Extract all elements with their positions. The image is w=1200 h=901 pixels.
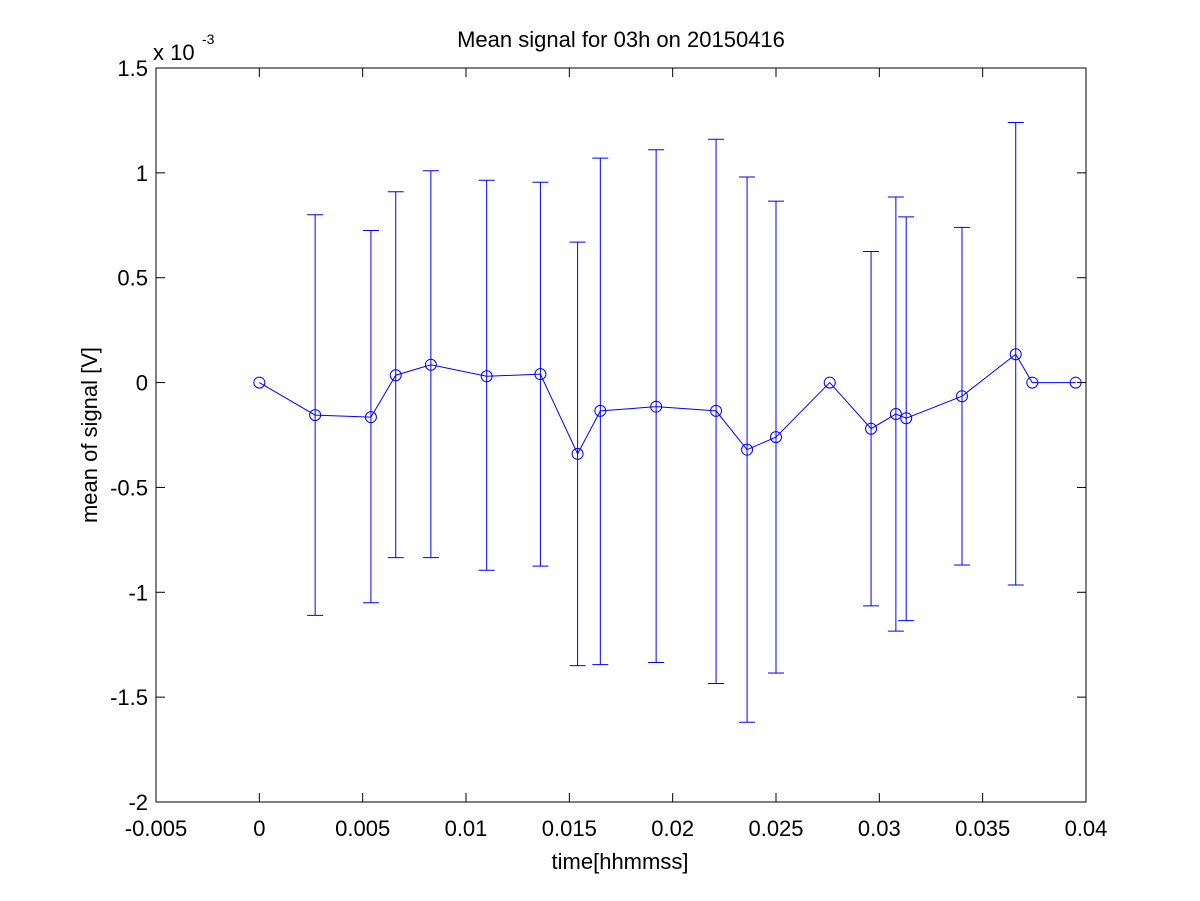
series-line bbox=[259, 353, 1076, 455]
data-point-marker bbox=[865, 422, 878, 435]
x-tick-label: 0.025 bbox=[748, 816, 803, 841]
data-point-marker bbox=[956, 390, 968, 403]
x-tick-label: 0 bbox=[253, 816, 265, 841]
data-point-marker bbox=[571, 447, 584, 460]
y-tick-label: -1 bbox=[128, 580, 148, 605]
y-tick-label: 0 bbox=[136, 371, 148, 396]
plot-area bbox=[155, 67, 1087, 803]
y-axis-ticks: -2 -1.5 -1 -0.5 0 0.5 1 1.5 bbox=[110, 56, 1086, 815]
x-tick-label: 0.015 bbox=[542, 816, 597, 841]
y-tick-label: -0.5 bbox=[110, 475, 148, 500]
x-tick-label: 0.03 bbox=[858, 816, 901, 841]
data-point-marker bbox=[480, 370, 493, 383]
data-point-marker bbox=[389, 369, 402, 382]
y-tick-label: 1 bbox=[136, 161, 148, 186]
y-tick-label: 1.5 bbox=[117, 56, 148, 81]
y-tick-label: -2 bbox=[128, 790, 148, 815]
data-point-marker bbox=[710, 404, 723, 417]
data-point-marker bbox=[424, 358, 437, 371]
x-tick-label: 0.02 bbox=[651, 816, 694, 841]
y-tick-label: -1.5 bbox=[110, 685, 148, 710]
data-point-marker bbox=[900, 412, 913, 425]
y-axis-label: mean of signal [V] bbox=[77, 347, 102, 523]
data-point-marker bbox=[594, 404, 607, 417]
data-point-marker bbox=[1069, 376, 1082, 389]
x-tick-label: 0.04 bbox=[1065, 816, 1108, 841]
data-point-marker bbox=[1009, 348, 1022, 361]
series-group bbox=[253, 348, 1082, 460]
data-point-marker bbox=[309, 409, 322, 422]
chart-title: Mean signal for 03h on 20150416 bbox=[457, 27, 785, 52]
data-point-marker bbox=[770, 431, 782, 444]
data-point-marker bbox=[1026, 376, 1039, 389]
x-tick-label: 0.005 bbox=[335, 816, 390, 841]
data-point-marker bbox=[253, 376, 266, 389]
x-tick-label: 0.01 bbox=[445, 816, 488, 841]
error-bars bbox=[307, 122, 1024, 723]
x-axis-ticks: -0.005 0 0.005 0.01 0.015 0.02 0.025 0.03 0.035 0… bbox=[125, 68, 1108, 841]
y-multiplier: x 10 bbox=[153, 40, 195, 65]
data-point-marker bbox=[741, 443, 754, 456]
data-point-marker bbox=[364, 411, 377, 424]
data-point-marker bbox=[650, 400, 663, 413]
data-point-marker bbox=[889, 408, 902, 421]
y-tick-label: 0.5 bbox=[117, 266, 148, 291]
data-point-marker bbox=[823, 376, 836, 389]
x-tick-label: 0.035 bbox=[955, 816, 1010, 841]
x-tick-label: -0.005 bbox=[125, 816, 187, 841]
data-point-marker bbox=[534, 368, 547, 381]
x-axis-label: time[hhmmss] bbox=[552, 849, 689, 874]
y-multiplier-exponent: -3 bbox=[202, 31, 215, 47]
